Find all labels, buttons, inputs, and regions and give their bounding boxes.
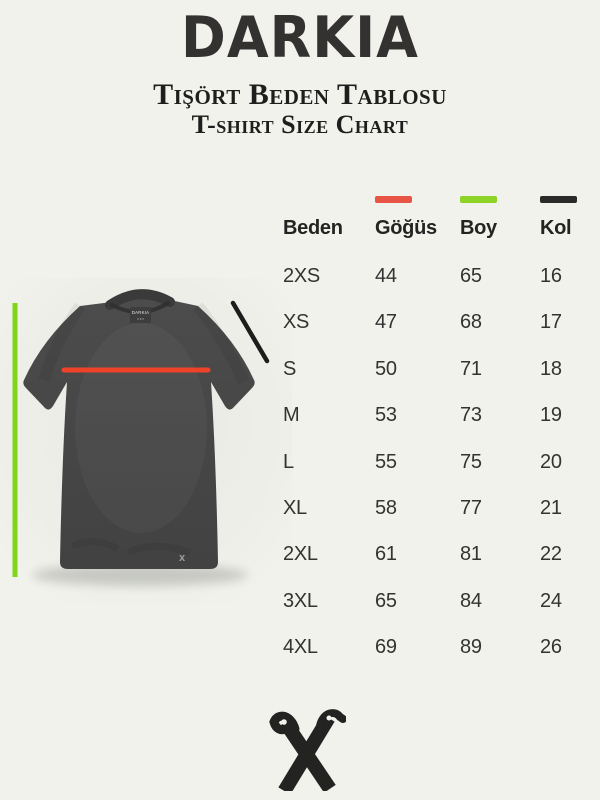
tshirt-photo: DARKIA x s x x (0, 278, 292, 604)
subtitle-turkish: Tişört Beden Tablosu (153, 78, 447, 111)
column-header: Göğüs (375, 217, 437, 239)
legend-bar-3 (540, 196, 577, 203)
measurement-value: 53 (375, 404, 397, 427)
measurement-value: 19 (540, 404, 562, 427)
measurement-value: 18 (540, 357, 562, 380)
measurement-value: 50 (375, 357, 397, 380)
size-label: 2XS (283, 265, 320, 287)
measurement-value: 77 (460, 497, 482, 519)
size-label: 2XL (283, 543, 318, 566)
measurement-value: 65 (460, 265, 482, 287)
size-label: M (283, 404, 300, 427)
legend-bar-2 (460, 196, 497, 203)
fold-2 (126, 542, 192, 557)
measurement-value: 84 (460, 589, 482, 612)
collar (105, 289, 175, 310)
neck-label-subtext: x s x (137, 317, 144, 321)
measurement-value: 61 (375, 543, 397, 566)
hem-x-mark: x (179, 552, 186, 564)
measurement-value: 69 (375, 636, 397, 659)
measurement-value: 47 (375, 311, 397, 334)
column-header: Beden (283, 217, 343, 239)
measurement-value: 75 (460, 450, 482, 473)
neck-label-text: DARKIA (132, 310, 150, 315)
scythe-head-right (316, 709, 347, 730)
shading-right-sleeve (193, 302, 250, 385)
size-table: Beden Göğüs Boy Kol 2XS 44 65 16 XS 47 68 17 S 50 71 18… (283, 190, 593, 670)
tshirt-body (23, 296, 255, 569)
crossed-scythes-icon (269, 709, 347, 795)
measurement-value: 55 (375, 450, 397, 473)
measurement-value: 81 (460, 543, 482, 566)
measurement-value: 26 (540, 636, 562, 659)
measurement-value: 17 (540, 311, 562, 334)
scythe-eye-right (326, 715, 332, 721)
measurement-value: 73 (460, 404, 482, 427)
fold-1 (70, 538, 120, 553)
measurement-value: 16 (540, 265, 562, 287)
brand-x-logo (268, 707, 347, 795)
measurement-value: 68 (460, 311, 482, 334)
measurement-value: 58 (375, 497, 397, 519)
sleeve-measure-line (230, 300, 270, 364)
size-label: S (283, 357, 297, 380)
column-header: Boy (460, 217, 497, 239)
size-label: 4XL (283, 636, 318, 659)
size-label: 3XL (283, 589, 318, 612)
tshirt-illustration: DARKIA x s x x (0, 278, 292, 604)
size-label: L (283, 450, 294, 473)
neck-label-tag (130, 307, 151, 323)
shirt-shadow (32, 564, 248, 586)
measurement-value: 24 (540, 589, 562, 612)
shading-left-sleeve (38, 302, 85, 382)
size-label: XS (283, 311, 310, 334)
measurement-value: 21 (540, 497, 562, 519)
measurement-value: 20 (540, 450, 562, 473)
scythe-eye-left (281, 719, 287, 725)
x-stroke-right (278, 714, 335, 795)
column-header: Kol (540, 217, 572, 239)
measurement-value: 89 (460, 636, 482, 659)
center-highlight (75, 323, 207, 533)
measurement-value: 44 (375, 265, 397, 287)
measurement-value: 65 (375, 589, 397, 612)
brand-logo: DARKIA (181, 3, 419, 71)
measurement-value: 22 (540, 543, 562, 566)
measurement-value: 71 (460, 357, 482, 380)
scythe-head-left (269, 711, 300, 735)
legend-bar-1 (375, 196, 412, 203)
size-label: XL (283, 497, 307, 519)
subtitle-english: T-shirt Size Chart (191, 110, 409, 139)
